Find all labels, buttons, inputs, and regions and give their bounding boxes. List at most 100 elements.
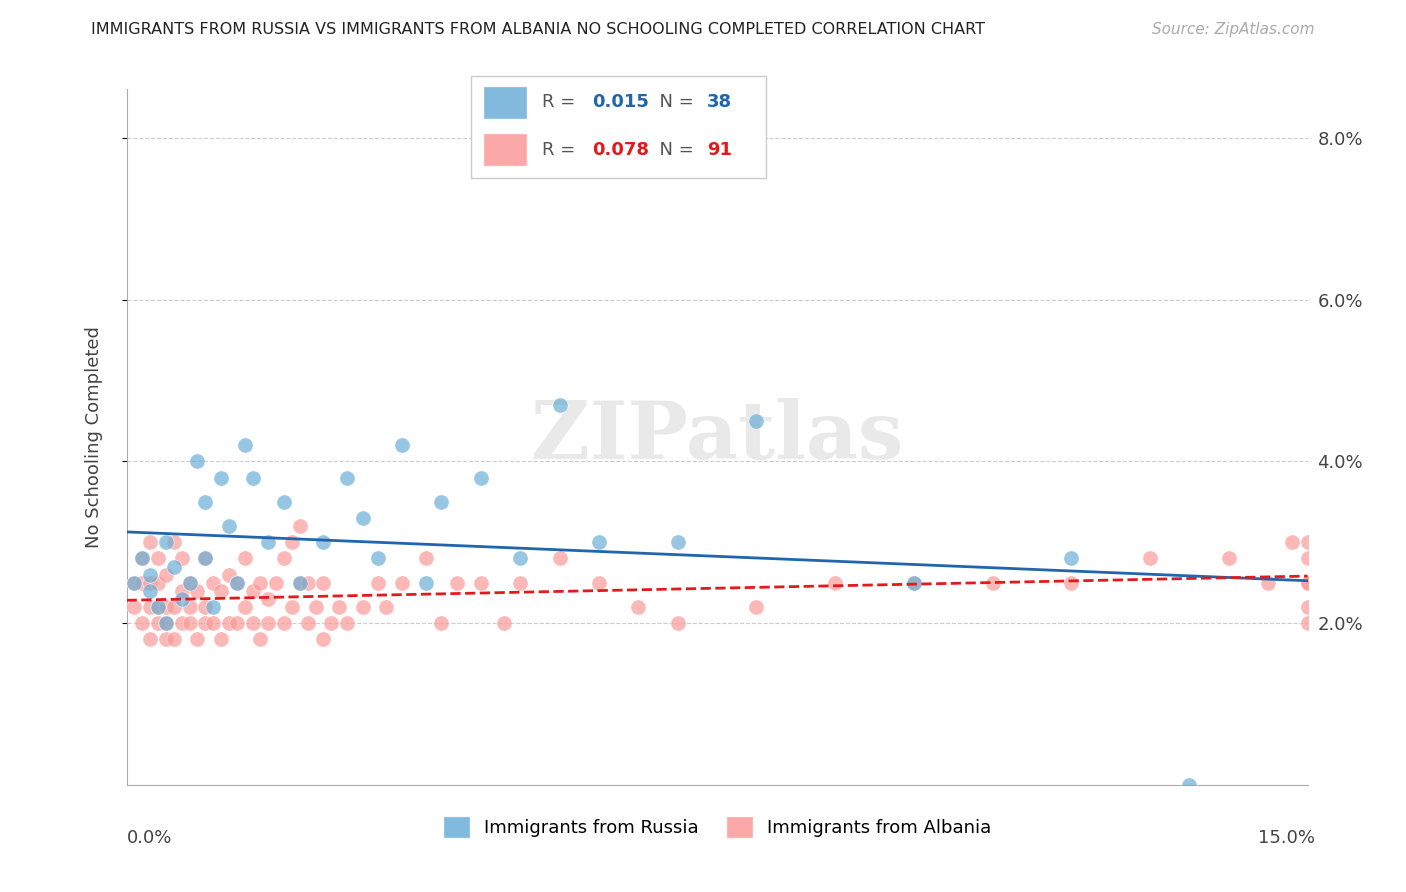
Point (281, 599, 304, 614)
Point (288, 575, 311, 590)
Point (288, 519, 311, 533)
Point (273, 616, 295, 631)
Point (202, 575, 225, 590)
Point (297, 575, 319, 590)
Text: R =: R = (541, 94, 581, 112)
Point (1060, 575, 1083, 590)
Point (391, 575, 413, 590)
Point (367, 551, 389, 566)
Point (242, 616, 264, 631)
Point (903, 575, 925, 590)
Point (131, 616, 153, 631)
Point (209, 632, 232, 647)
Point (124, 575, 146, 590)
Text: 91: 91 (707, 141, 733, 159)
Point (155, 616, 177, 631)
Point (186, 632, 208, 647)
Point (155, 599, 177, 614)
Point (163, 535, 186, 549)
Point (249, 575, 271, 590)
Point (124, 599, 146, 614)
Text: 0.0%: 0.0% (127, 829, 172, 847)
Text: N =: N = (648, 141, 700, 159)
Point (170, 616, 193, 631)
Point (194, 616, 217, 631)
Point (179, 616, 201, 631)
Point (321, 616, 343, 631)
Point (1178, 778, 1201, 792)
Point (146, 616, 169, 631)
Text: 0.078: 0.078 (592, 141, 650, 159)
Point (312, 575, 335, 590)
Point (233, 551, 256, 566)
Point (824, 575, 846, 590)
Point (225, 616, 247, 631)
Point (155, 616, 177, 631)
Point (202, 616, 225, 631)
Point (249, 632, 271, 647)
Point (1218, 551, 1240, 566)
Point (336, 616, 359, 631)
Point (745, 414, 768, 428)
Point (1060, 551, 1083, 566)
Point (1296, 599, 1319, 614)
Point (146, 599, 169, 614)
Point (745, 599, 768, 614)
Point (233, 438, 256, 452)
Point (225, 575, 247, 590)
Point (1296, 575, 1319, 590)
Point (242, 470, 264, 484)
Point (903, 575, 925, 590)
Point (666, 616, 689, 631)
Legend: Immigrants from Russia, Immigrants from Albania: Immigrants from Russia, Immigrants from … (436, 809, 998, 846)
Point (139, 599, 162, 614)
Point (367, 575, 389, 590)
Point (312, 535, 335, 549)
Point (209, 583, 232, 598)
Point (548, 551, 571, 566)
Point (666, 535, 689, 549)
FancyBboxPatch shape (471, 76, 766, 178)
Point (304, 599, 326, 614)
Point (146, 599, 169, 614)
Point (548, 398, 571, 412)
Point (336, 470, 359, 484)
Point (375, 599, 398, 614)
Text: 38: 38 (707, 94, 733, 112)
Point (273, 495, 295, 509)
Point (352, 599, 374, 614)
Point (288, 575, 311, 590)
Point (179, 599, 201, 614)
Point (470, 470, 492, 484)
Point (186, 583, 208, 598)
Point (170, 583, 193, 598)
Point (194, 599, 217, 614)
Point (155, 632, 177, 647)
Text: Source: ZipAtlas.com: Source: ZipAtlas.com (1152, 22, 1315, 37)
Point (233, 599, 256, 614)
Point (179, 575, 201, 590)
Point (202, 599, 225, 614)
Point (273, 551, 295, 566)
Point (415, 551, 437, 566)
Point (588, 535, 610, 549)
Point (186, 454, 208, 468)
Point (131, 551, 153, 566)
Point (588, 575, 610, 590)
Point (312, 632, 335, 647)
Point (627, 599, 650, 614)
Text: IMMIGRANTS FROM RUSSIA VS IMMIGRANTS FROM ALBANIA NO SCHOOLING COMPLETED CORRELA: IMMIGRANTS FROM RUSSIA VS IMMIGRANTS FRO… (91, 22, 986, 37)
Point (131, 575, 153, 590)
Point (163, 599, 186, 614)
Point (242, 583, 264, 598)
Point (139, 567, 162, 582)
Point (257, 535, 280, 549)
Point (218, 567, 240, 582)
Point (139, 583, 162, 598)
Point (1296, 616, 1319, 631)
Point (1296, 575, 1319, 590)
Text: R =: R = (541, 141, 581, 159)
Point (264, 575, 287, 590)
Point (209, 470, 232, 484)
Point (163, 559, 186, 574)
